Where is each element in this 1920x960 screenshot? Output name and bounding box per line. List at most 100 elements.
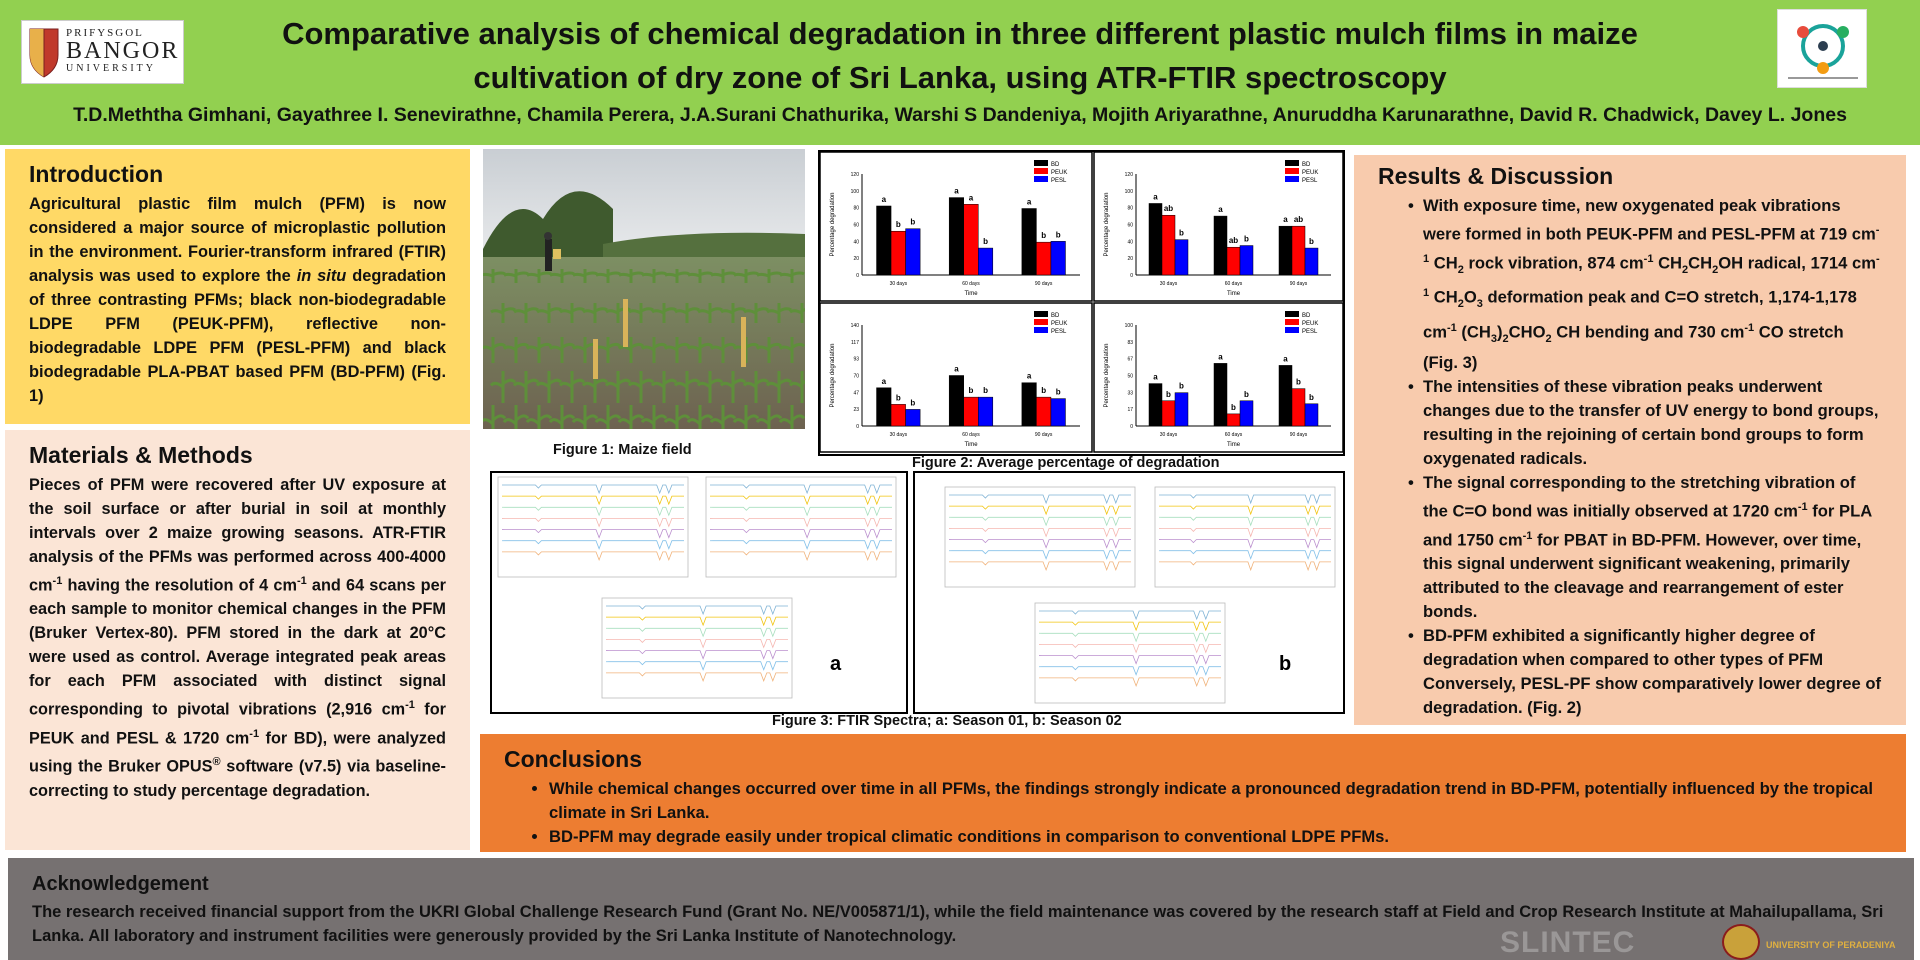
results-item-3: The signal corresponding to the stretchi… [1423, 471, 1882, 624]
spectrum-line [948, 516, 1131, 527]
spectrum-line [948, 561, 1131, 572]
slintec-logo: SLINTEC [1500, 926, 1636, 959]
corn-plant [502, 337, 530, 363]
corn-plant [490, 303, 516, 323]
bar-significance-letter: a [882, 195, 887, 204]
spectrum-line [949, 494, 1131, 505]
bar-significance-letter: b [1244, 235, 1249, 244]
corn-plant [640, 405, 668, 429]
y-tick-label: 33 [1127, 390, 1133, 396]
corn-plant [512, 371, 540, 403]
bangor-logo-line1: PRIFYSGOL [66, 27, 144, 39]
bar [1050, 241, 1066, 276]
y-tick-label: 120 [1125, 172, 1134, 178]
bar [1036, 241, 1052, 276]
spectrum-frame [705, 476, 897, 578]
corn-plant [779, 269, 805, 283]
corn-plant [604, 371, 632, 403]
bar [1174, 239, 1189, 276]
legend-label: PEUK [1302, 321, 1318, 327]
figure-3b-label: b [1279, 653, 1292, 675]
introduction-text: Agricultural plastic film mulch (PFM) is… [29, 195, 446, 405]
bar-significance-letter: b [910, 218, 915, 227]
x-axis-label: Time [1227, 442, 1241, 448]
figure-2-caption: Figure 2: Average percentage of degradat… [912, 455, 1220, 471]
spectrum-line [1159, 494, 1331, 505]
spectrum-line [1158, 505, 1331, 516]
legend-swatch [1034, 168, 1048, 174]
bar [1278, 225, 1293, 276]
bar-significance-letter: b [896, 220, 901, 229]
y-tick-label: 20 [1127, 256, 1133, 262]
network-logo [1777, 9, 1867, 88]
bar [905, 228, 921, 276]
bar-chart-panel: Percentage degradation Time 0 20 40 60 80 100 12… [1093, 151, 1344, 302]
corn-plant [755, 405, 783, 429]
bar [1213, 215, 1228, 276]
bar [1226, 246, 1241, 276]
bar [978, 247, 994, 276]
bar-significance-letter: a [969, 193, 974, 202]
introduction-panel: Introduction Agricultural plastic film m… [5, 149, 470, 424]
bar-significance-letter: b [1166, 390, 1171, 399]
poster-title: Comparative analysis of chemical degrada… [200, 12, 1720, 100]
corn-plant [766, 303, 792, 323]
x-tick-label: 30 days [890, 432, 908, 438]
bar-significance-letter: b [1056, 388, 1061, 397]
methods-text: Pieces of PFM were recovered after UV ex… [29, 476, 446, 800]
legend-swatch [1034, 327, 1048, 333]
y-tick-label: 100 [851, 189, 860, 195]
corn-plant [651, 303, 677, 323]
spectrum-line [948, 550, 1131, 560]
spectrum-line [1038, 632, 1221, 643]
results-list: With exposure time, new oxygenated peak … [1378, 194, 1882, 720]
y-tick-label: 0 [856, 273, 859, 279]
corn-plant [535, 371, 563, 403]
maize-field-photo [483, 149, 805, 429]
y-tick-label: 100 [1125, 323, 1134, 329]
bar [1021, 382, 1037, 427]
bar [1239, 400, 1254, 427]
spectrum-line [948, 528, 1131, 538]
legend-swatch [1034, 160, 1048, 166]
spectrum-line [501, 540, 684, 550]
corn-plant [525, 337, 553, 363]
y-tick-label: 117 [851, 340, 859, 346]
spectrum-line [709, 529, 892, 539]
y-tick-label: 80 [1127, 206, 1133, 212]
legend-label: PESL [1051, 178, 1067, 184]
results-item-2: The intensities of these vibration peaks… [1423, 375, 1882, 471]
bar-chart-panel: Percentage degradation Time 0 23 47 70 93 117 14… [819, 302, 1093, 453]
acknowledgement-heading: Acknowledgement [32, 873, 209, 895]
bar [1050, 398, 1066, 427]
y-tick-label: 0 [1130, 273, 1133, 279]
bar-significance-letter: a [1283, 215, 1288, 224]
bar-significance-letter: a [1153, 192, 1158, 201]
y-tick-label: 93 [853, 357, 859, 363]
corn-plant [640, 337, 668, 363]
peradeniya-logo: UNIVERSITY OF PERADENIYA [1766, 940, 1896, 950]
bar-significance-letter: a [1218, 205, 1223, 214]
spectrum-line [501, 495, 684, 506]
corn-plant [686, 405, 714, 429]
y-tick-label: 23 [853, 407, 859, 413]
corn-plant [743, 303, 769, 323]
spectrum-line [709, 518, 892, 528]
corn-plant [732, 405, 760, 429]
spectrum-line [1038, 621, 1221, 632]
bar-significance-letter: b [910, 398, 915, 407]
bar-significance-letter: a [1027, 372, 1032, 381]
bar-significance-letter: a [1218, 352, 1223, 361]
spectrum-line [948, 505, 1131, 516]
bar [1213, 363, 1228, 427]
bar-significance-letter: b [1296, 378, 1301, 387]
corn-plant [483, 405, 507, 429]
bar [1291, 388, 1306, 427]
y-tick-label: 60 [1127, 223, 1133, 229]
corn-plant [548, 337, 576, 363]
y-tick-label: 70 [853, 374, 859, 380]
legend-swatch [1285, 319, 1299, 325]
methods-heading: Materials & Methods [29, 442, 253, 468]
bar-significance-letter: a [954, 187, 959, 196]
x-tick-label: 60 days [1225, 432, 1243, 438]
